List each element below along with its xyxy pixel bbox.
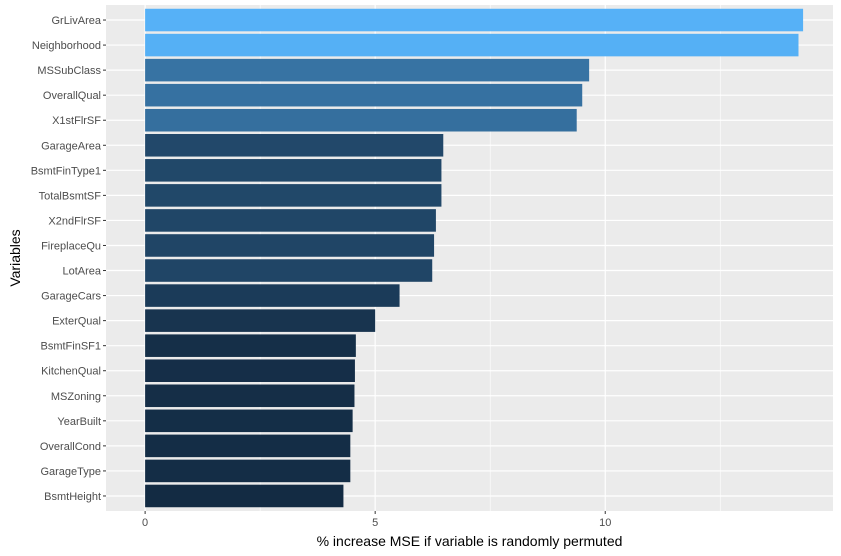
bar-OverallQual: [145, 83, 583, 107]
bar-TotalBsmtSF: [145, 184, 442, 207]
y-tick-label: LotArea: [62, 266, 101, 278]
x-axis-title: % increase MSE if variable is randomly p…: [317, 533, 623, 549]
y-tick-label: Neighborhood: [32, 40, 101, 52]
bar-YearBuilt: [145, 409, 353, 433]
y-tick-label: X2ndFlrSF: [48, 215, 101, 227]
bar-MSZoning: [145, 384, 355, 408]
y-tick-label: TotalBsmtSF: [39, 190, 102, 202]
y-tick-label: ExterQual: [52, 316, 101, 328]
bar-GrLivArea: [145, 8, 804, 32]
y-tick-label: KitchenQual: [41, 366, 101, 378]
y-tick-label: OverallQual: [43, 90, 101, 102]
bar-BsmtFinType1: [145, 159, 442, 182]
y-tick-label: GarageCars: [41, 291, 101, 303]
y-tick-label: GarageType: [40, 466, 101, 478]
bar-GarageType: [145, 459, 351, 483]
bar-KitchenQual: [145, 359, 355, 382]
y-axis: GrLivArea Neighborhood MSSubClass OverallQu…: [31, 15, 106, 503]
bar-GarageCars: [145, 284, 400, 307]
y-tick-label: YearBuilt: [57, 416, 101, 428]
x-tick-label: 10: [599, 517, 611, 529]
y-tick-label: BsmtFinSF1: [40, 341, 101, 353]
bar-X1stFlrSF: [145, 108, 577, 132]
y-tick-label: BsmtFinType1: [31, 165, 101, 177]
x-axis: 0 5 10: [142, 511, 611, 529]
bars: [145, 8, 804, 508]
y-tick-label: BsmtHeight: [44, 491, 101, 503]
y-tick-label: X1stFlrSF: [52, 115, 101, 127]
bar-X2ndFlrSF: [145, 209, 436, 232]
y-tick-label: OverallCond: [40, 441, 101, 453]
bar-BsmtHeight: [145, 484, 344, 508]
bar-OverallCond: [145, 434, 351, 458]
y-tick-label: MSZoning: [51, 391, 101, 403]
bar-LotArea: [145, 259, 433, 282]
bar-FireplaceQu: [145, 234, 435, 257]
x-tick-label: 0: [142, 517, 148, 529]
y-tick-label: GarageArea: [41, 140, 102, 152]
bar-BsmtFinSF1: [145, 334, 356, 357]
y-tick-label: FireplaceQu: [41, 240, 101, 252]
y-axis-title: Variables: [7, 229, 23, 286]
x-tick-label: 5: [372, 517, 378, 529]
bar-Neighborhood: [145, 33, 799, 57]
bar-GarageArea: [145, 134, 444, 157]
y-tick-label: GrLivArea: [51, 15, 101, 27]
bar-MSSubClass: [145, 58, 590, 82]
bar-ExterQual: [145, 309, 376, 332]
y-tick-label: MSSubClass: [37, 65, 101, 77]
